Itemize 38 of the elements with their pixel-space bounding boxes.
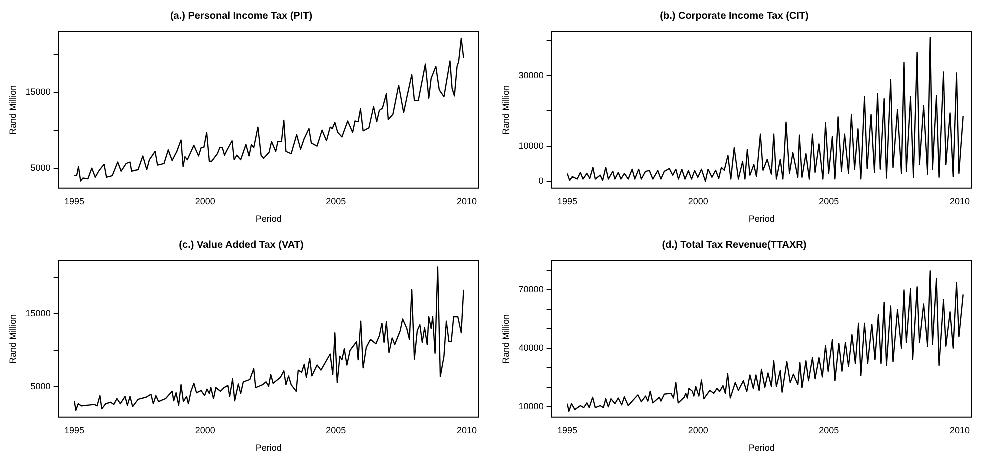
x-tick-label: 1995 [558, 196, 578, 206]
y-axis-title: Rand Million [8, 314, 18, 364]
x-tick-label: 2000 [195, 196, 216, 206]
x-axis-title: Period [256, 214, 282, 224]
y-tick-label: 5000 [30, 162, 51, 173]
x-tick-label: 2000 [195, 425, 216, 436]
chart-title: (c.) Value Added Tax (VAT) [179, 240, 304, 251]
y-tick-label: 0 [538, 176, 544, 186]
x-tick-label: 2005 [326, 196, 346, 206]
y-tick-label: 5000 [30, 382, 51, 392]
x-axis-title: Period [256, 443, 282, 454]
x-tick-label: 2005 [326, 425, 346, 436]
x-tick-label: 2010 [456, 425, 477, 436]
y-axis-title: Rand Million [500, 85, 511, 135]
x-tick-label: 2005 [819, 425, 840, 436]
x-tick-label: 2010 [950, 196, 970, 206]
y-tick-label: 40000 [518, 342, 544, 353]
chart-title: (a.) Personal Income Tax (PIT) [170, 10, 313, 22]
x-tick-label: 1995 [64, 425, 85, 436]
y-tick-label: 10000 [518, 402, 544, 412]
y-axis-title: Rand Million [8, 85, 18, 135]
y-tick-label: 30000 [518, 70, 544, 81]
y-tick-label: 15000 [26, 86, 51, 97]
chart-title: (b.) Corporate Income Tax (CIT) [660, 10, 809, 22]
x-tick-label: 1995 [558, 425, 578, 436]
x-tick-label: 1995 [64, 196, 85, 206]
y-tick-label: 10000 [518, 140, 544, 151]
chart-title: (d.) Total Tax Revenue(TTAXR) [662, 240, 807, 251]
x-tick-label: 2000 [688, 425, 708, 436]
x-tick-label: 2000 [688, 196, 708, 206]
x-tick-label: 2005 [819, 196, 840, 206]
y-tick-label: 15000 [26, 308, 51, 319]
x-axis-title: Period [748, 214, 775, 224]
x-axis-title: Period [748, 443, 775, 454]
y-axis-title: Rand Million [500, 314, 511, 364]
y-tick-label: 70000 [518, 284, 544, 294]
x-tick-label: 2010 [950, 425, 970, 436]
x-tick-label: 2010 [456, 196, 477, 206]
